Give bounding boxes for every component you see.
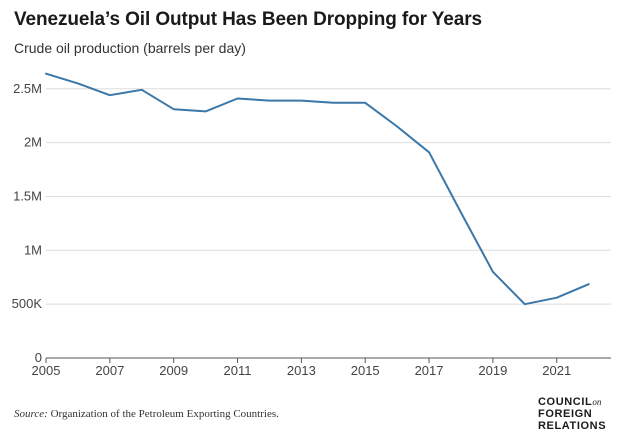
x-tick-label: 2017 [415, 363, 444, 378]
logo-line-1: COUNCILon [538, 396, 602, 408]
x-axis [45, 357, 611, 363]
data-point [556, 297, 558, 299]
chart-subtitle: Crude oil production (barrels per day) [14, 40, 246, 56]
source-note: Source: Organization of the Petroleum Ex… [14, 408, 279, 420]
data-point [77, 82, 79, 84]
source-text: Organization of the Petroleum Exporting … [50, 408, 279, 420]
x-tick-label: 2019 [478, 363, 507, 378]
y-axis-tick-labels: 0 500K 1M 1.5M 2M 2.5M [12, 81, 43, 365]
data-point [332, 102, 334, 104]
data-point [428, 151, 430, 153]
data-point [109, 94, 111, 96]
y-tick-label: 1.5M [13, 188, 42, 203]
data-point [300, 100, 302, 102]
data-point [141, 89, 143, 91]
data-point [588, 283, 590, 285]
data-point [492, 271, 494, 273]
series-line [45, 72, 590, 306]
gridlines [46, 88, 611, 305]
x-tick-label: 2011 [224, 363, 252, 378]
y-tick-label: 2.5M [13, 81, 42, 96]
data-point [396, 126, 398, 128]
x-tick-label: 2007 [95, 363, 124, 378]
data-point [237, 98, 239, 100]
y-tick-label: 0 [35, 350, 42, 365]
data-point [173, 108, 175, 110]
series-layer [45, 72, 590, 306]
x-tick-label: 2021 [542, 363, 571, 378]
data-point [205, 110, 207, 112]
y-tick-label: 500K [12, 296, 43, 311]
y-tick-label: 2M [24, 135, 42, 150]
source-label: Source: [14, 408, 48, 420]
x-tick-label: 2013 [287, 363, 316, 378]
y-tick-label: 1M [24, 242, 42, 257]
data-point [45, 73, 47, 75]
data-point [460, 212, 462, 214]
x-tick-label: 2015 [351, 363, 380, 378]
data-point [268, 100, 270, 102]
logo-line-2: FOREIGN [538, 408, 593, 420]
cfr-logo: COUNCILon FOREIGN RELATIONS [538, 396, 614, 432]
chart-title: Venezuela’s Oil Output Has Been Dropping… [14, 9, 483, 30]
x-tick-label: 2009 [159, 363, 188, 378]
logo-line-3: RELATIONS [538, 420, 607, 432]
data-point [524, 303, 526, 305]
x-axis-tick-labels: 2005 2007 2009 2011 2013 2015 2017 2019 2021 [32, 363, 572, 378]
x-tick-label: 2005 [32, 363, 61, 378]
data-point [364, 102, 366, 104]
